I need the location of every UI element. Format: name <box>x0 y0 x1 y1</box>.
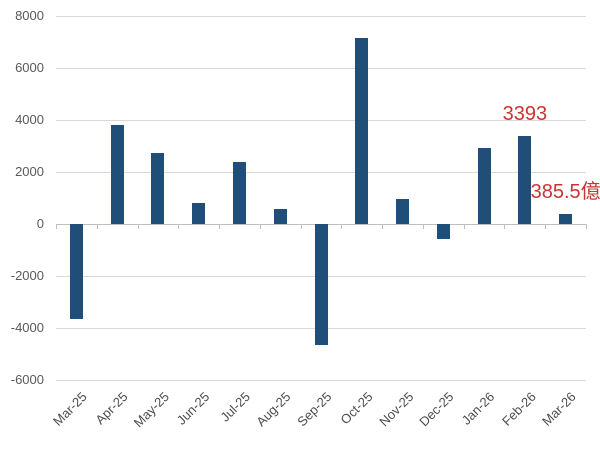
gridline <box>56 380 586 381</box>
x-axis-tick-label: Nov-25 <box>375 389 417 430</box>
y-axis-tick-label: 0 <box>36 216 44 231</box>
bar-Oct-25 <box>355 38 369 224</box>
x-axis-tick-label: Jun-25 <box>173 389 213 428</box>
x-axis-tick-label: Apr-25 <box>92 389 131 428</box>
x-axis-tick-mark <box>341 224 343 229</box>
bar-Jan-26 <box>477 148 491 224</box>
x-axis-tick-mark <box>382 224 384 229</box>
x-axis-tick-label: Aug-25 <box>253 389 294 430</box>
x-axis-tick-label: Feb-26 <box>498 389 539 429</box>
x-axis-tick-mark <box>422 224 424 229</box>
x-axis-tick-mark <box>300 224 302 229</box>
x-axis-tick-label: May-25 <box>130 389 172 431</box>
bar-Sep-25 <box>314 224 328 345</box>
y-axis-tick-label: 2000 <box>15 164 44 179</box>
y-axis-tick-label: 6000 <box>15 60 44 75</box>
data-label-Mar-26: 385.5億 <box>530 180 600 203</box>
x-axis-tick-label: Oct-25 <box>337 389 376 428</box>
y-axis-tick-label: 4000 <box>15 112 44 127</box>
data-label-Feb-26: 3393 <box>502 102 548 125</box>
x-axis-tick-mark <box>178 224 180 229</box>
y-axis-tick-label: -2000 <box>10 268 44 283</box>
bar-Apr-25 <box>110 125 124 224</box>
y-axis-tick-label: -6000 <box>10 372 44 387</box>
x-axis-tick-mark <box>96 224 98 229</box>
y-axis-tick-label: 8000 <box>15 8 44 23</box>
x-axis-tick-label: Mar-26 <box>539 389 580 429</box>
gridline <box>56 172 586 173</box>
bar-Aug-25 <box>273 209 287 224</box>
bar-Nov-25 <box>396 199 410 224</box>
bar-May-25 <box>151 152 165 224</box>
x-axis-tick-mark <box>219 224 221 229</box>
bar-Dec-25 <box>436 224 450 240</box>
bar-Mar-26 <box>559 213 573 224</box>
gridline <box>56 68 586 69</box>
x-axis-tick-label: Sep-25 <box>294 389 335 430</box>
bar-Feb-26 <box>518 135 532 224</box>
gridline <box>56 16 586 17</box>
bar-Jul-25 <box>232 161 246 224</box>
bar-Jun-25 <box>192 203 206 224</box>
x-axis-tick-mark <box>545 224 547 229</box>
x-axis-tick-mark <box>463 224 465 229</box>
x-axis-tick-mark <box>259 224 261 229</box>
x-axis-tick-label: Dec-25 <box>416 389 457 430</box>
x-axis-tick-mark <box>56 224 57 229</box>
x-axis-tick-mark <box>504 224 506 229</box>
gridline <box>56 120 586 121</box>
x-axis-tick-label: Mar-25 <box>50 389 90 429</box>
x-axis-tick-label: Jan-26 <box>458 389 498 428</box>
x-axis-tick-mark <box>137 224 139 229</box>
bar-Mar-25 <box>69 224 83 320</box>
y-axis-tick-label: -4000 <box>10 320 44 335</box>
x-axis-tick-mark <box>586 224 587 229</box>
x-axis-tick-label: Jul-25 <box>217 389 254 425</box>
